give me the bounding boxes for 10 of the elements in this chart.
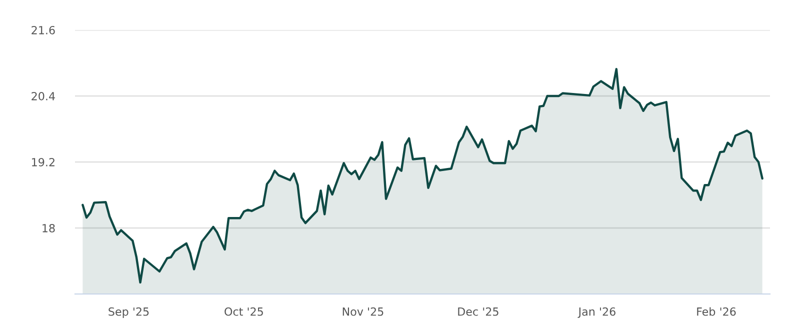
x-tick-label: Sep '25 (108, 307, 149, 318)
x-tick-label: Jan '26 (578, 307, 616, 318)
x-tick-label: Feb '26 (697, 307, 736, 316)
y-tick-label: 21.6 (32, 26, 55, 34)
x-tick-label: Dec '25 (458, 307, 498, 316)
y-tick-label: 20.4 (32, 92, 55, 100)
y-tick-label: 18 (42, 224, 55, 232)
y-tick-label: 19.2 (32, 158, 54, 166)
x-tick-label: Nov '25 (342, 307, 384, 316)
x-tick-label: Oct '25 (224, 307, 263, 316)
